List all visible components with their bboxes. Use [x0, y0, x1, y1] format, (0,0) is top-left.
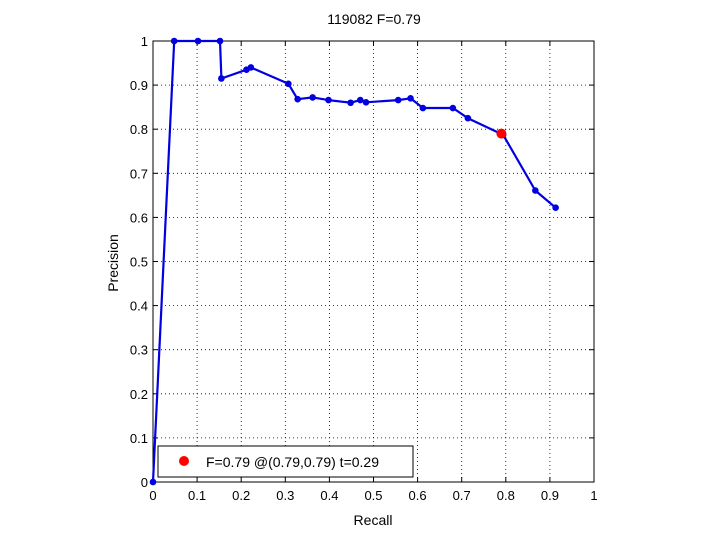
data-point: [464, 114, 472, 122]
x-tick-label: 0.9: [541, 488, 559, 503]
chart-title: 119082 F=0.79: [327, 11, 421, 27]
x-tick-label: 0: [149, 488, 156, 503]
data-point: [247, 64, 255, 71]
series-line: [151, 39, 557, 483]
x-tick-label: 0.7: [453, 488, 471, 503]
x-tick-label: 1: [590, 488, 597, 503]
y-tick-label: 0.6: [130, 210, 148, 225]
data-point: [394, 96, 402, 104]
series-layer: [149, 37, 559, 486]
legend-marker: [179, 456, 189, 466]
data-point: [285, 80, 292, 88]
y-tick-label: 0.2: [130, 387, 148, 402]
data-point: [356, 96, 364, 104]
x-tick-label: 0.8: [497, 488, 515, 503]
data-point: [325, 96, 332, 104]
data-point: [347, 99, 354, 107]
data-point: [407, 95, 414, 102]
best-f-point: [496, 128, 507, 139]
y-tick-label: 0: [141, 475, 148, 490]
x-tick-label: 0.1: [188, 488, 206, 503]
x-tick-label: 0.2: [232, 488, 250, 503]
data-point: [532, 187, 539, 194]
y-tick-label: 0.8: [130, 122, 148, 137]
y-tick-label: 0.5: [130, 255, 148, 270]
axis-ticks: 0 0.1 0.2 0.3 0.4 0.5 0.6 0.7 0.8 0.9 1 0 0.1 0.2 0.3 0…: [130, 34, 598, 503]
x-tick-label: 0.6: [409, 488, 427, 503]
y-tick-label: 0.3: [130, 343, 148, 358]
y-tick-label: 0.9: [130, 78, 148, 93]
legend-box: [157, 445, 414, 478]
data-point: [149, 478, 157, 486]
data-point: [419, 104, 427, 112]
legend: F=0.79 @(0.79,0.79) t=0.29: [157, 445, 414, 478]
y-tick-label: 0.7: [130, 166, 148, 181]
data-point: [216, 37, 224, 45]
y-tick-label: 1: [141, 34, 148, 49]
data-point: [552, 204, 559, 211]
legend-text: F=0.79 @(0.79,0.79) t=0.29: [206, 454, 379, 470]
y-axis-label: Precision: [105, 234, 121, 292]
data-point: [218, 75, 225, 82]
data-point: [362, 98, 370, 106]
x-tick-label: 0.5: [364, 488, 382, 503]
x-tick-label: 0.3: [276, 488, 294, 503]
y-tick-label: 0.1: [130, 431, 148, 446]
x-tick-label: 0.4: [320, 488, 338, 503]
data-point: [449, 104, 457, 112]
data-point: [170, 37, 178, 45]
x-axis-label: Recall: [354, 512, 393, 528]
y-tick-label: 0.4: [130, 299, 148, 314]
data-point: [294, 95, 301, 103]
data-point: [309, 94, 316, 101]
grid: [153, 41, 594, 482]
data-point: [194, 37, 202, 45]
